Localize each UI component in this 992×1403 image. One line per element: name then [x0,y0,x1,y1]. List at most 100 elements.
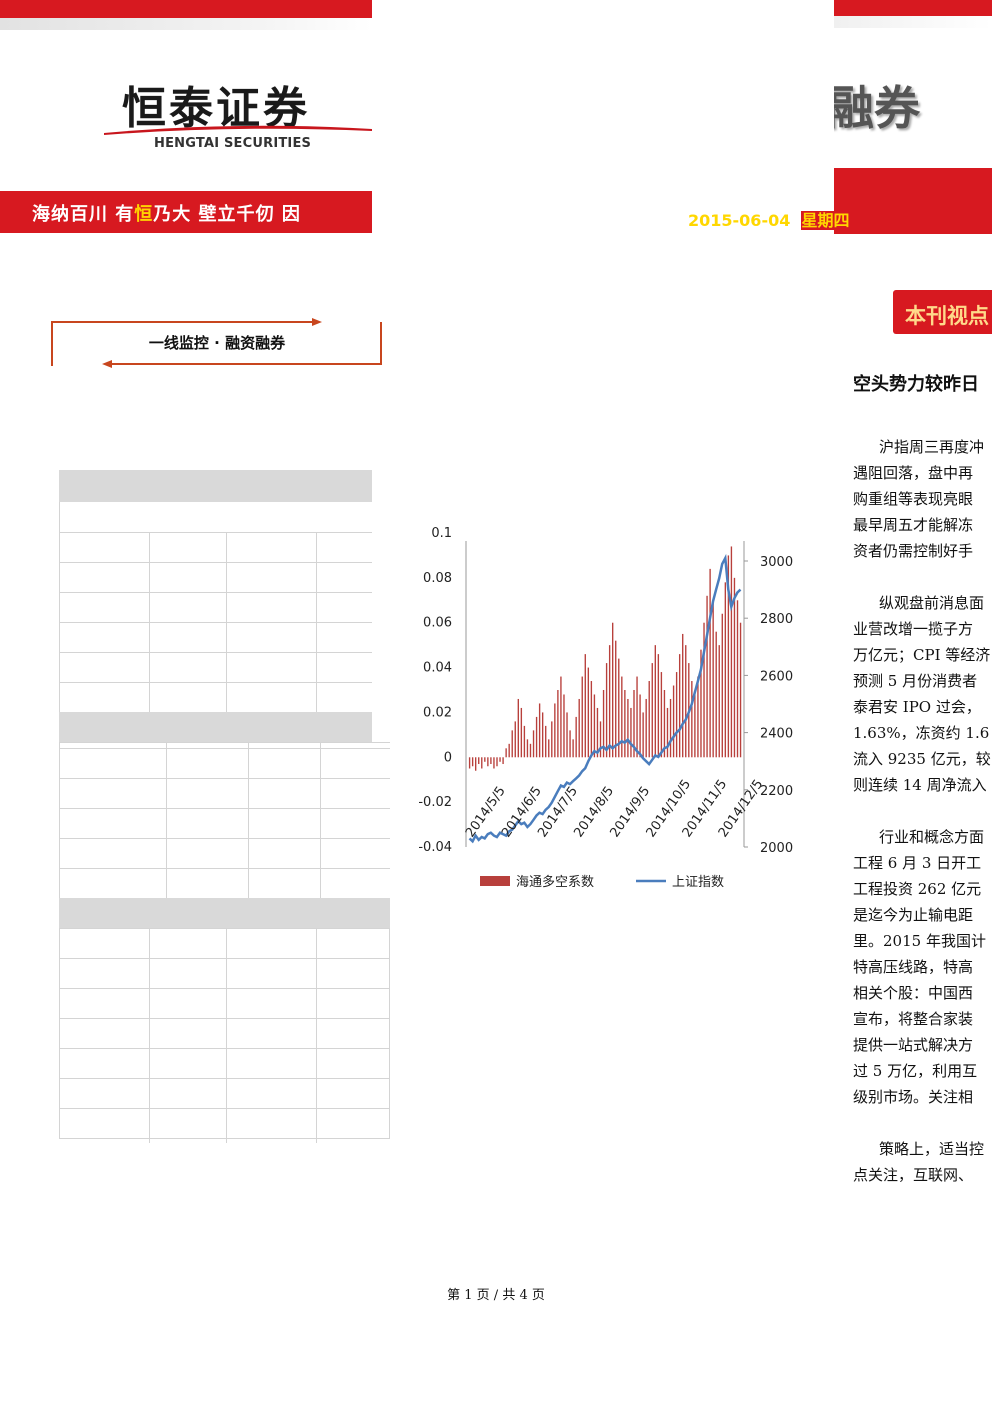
header-right-top-stripe [834,0,992,16]
bar-mark [657,654,660,758]
bar-mark [624,690,626,758]
paragraph-line: 策略上，适当控 [879,1140,985,1158]
slogan-text: 海纳百川 有恒乃大 壁立千仞 因 [32,200,301,226]
issue-date: 2015-06-04 星期四 [688,207,850,231]
bar-mark [602,690,605,758]
bar-mark [557,690,559,758]
view-headline: 空头势力较昨日 [853,374,979,395]
bar-mark [560,676,562,758]
bar-mark [502,757,504,765]
bar-mark [578,698,580,758]
view-badge: 本刊视点 [893,290,992,334]
company-logo-text: 恒泰证券 [122,83,310,134]
margin-table-2 [59,742,390,928]
bar-mark [608,645,611,758]
paragraph-line: 则连续 14 周净流入 [853,776,987,794]
view-paragraph-1: 沪指周三再度冲 遇阻回落，盘中再 购重组等表现亮眼 最早周五才能解冻 资者仍需控… [853,434,992,564]
header-banner-right: 融券 [834,0,992,236]
bar-mark [563,694,565,758]
paragraph-line: 流入 9235 亿元，较 [853,750,991,768]
bar-mark [672,685,675,758]
bar-mark [639,694,641,758]
paragraph-line: 遇阻回落，盘中再 [853,464,974,482]
bar-mark [621,676,623,758]
bar-mark [682,633,684,758]
bar-mark [572,739,574,758]
view-paragraph-2: 纵观盘前消息面 业营改增一揽子方 万亿元；CPI 等经济 预测 5 月份消费者 … [853,590,992,798]
bar-mark [730,546,733,758]
bar-mark [554,703,556,758]
bar-mark [496,757,498,767]
bar-mark [569,730,571,758]
paragraph-line: 行业和概念方面 [879,828,985,846]
bar-mark [666,707,669,758]
legend-bar-swatch [480,876,510,886]
y-left-tick-label: 0.02 [423,705,452,720]
y-left-tick-label: 0.1 [431,526,452,541]
paragraph-line: 泰君安 IPO 过会， [853,698,981,716]
bar-mark [468,757,471,769]
y-right-tick-label: 2600 [760,669,793,684]
paragraph-line: 最早周五才能解冻 [853,516,974,534]
y-right-tick-label: 2000 [760,841,793,856]
bar-mark [615,640,617,758]
bar-mark [654,645,656,758]
section-title-frame: 一线监控 · 融资融券 [50,318,384,370]
header-top-stripe [0,0,372,18]
bar-mark [599,721,602,758]
slogan-highlight: 恒 [134,204,154,225]
bar-mark [548,739,550,758]
bar-mark [630,707,632,758]
y-left-tick-label: 0.04 [423,661,452,676]
slogan-part-2: 乃大 壁立千仞 因 [153,204,301,225]
y-right-tick-label: 2800 [760,612,793,627]
bar-mark [724,582,727,758]
bar-mark [739,622,742,758]
bar-mark [733,577,736,758]
table-1-header-band [59,470,372,502]
bar-mark [618,658,620,758]
bar-mark [685,645,687,758]
bar-mark [642,712,644,758]
index-line [468,553,742,844]
bar-mark [645,698,647,758]
bar-mark [636,676,638,758]
bar-mark [526,739,529,758]
y-left-tick-label: 0.08 [423,571,452,586]
bar-mark [675,672,678,758]
bar-mark [587,667,590,758]
margin-table-3 [59,928,390,1143]
page-footer: 第 1 页 / 共 4 页 [447,1288,545,1303]
bar-mark [481,757,483,769]
paragraph-line: 过 5 万亿，利用互 [853,1062,978,1080]
bar-mark [566,712,568,758]
bar-mark [529,743,532,758]
header-right-red-bar [834,168,992,234]
paragraph-line: 宣布，将整合家装 [853,1010,974,1028]
bar-mark [517,698,519,758]
bar-mark [721,613,723,758]
bar-mark [663,690,666,758]
paragraph-line: 工程投资 262 亿元 [853,880,982,898]
weekday-value: 星期四 [801,211,850,230]
header-right-grey-stripe [834,16,992,28]
bar-mark [697,676,699,758]
bar-mark [691,681,693,758]
bar-mark [484,757,486,762]
bar-mark [633,690,635,758]
bar-mark [651,663,653,758]
bar-mark [584,654,586,758]
table-2-header-band [59,712,372,742]
bar-mark [718,645,720,758]
logo-swoosh-icon [104,125,372,135]
bar-mark [508,743,510,758]
bar-mark [511,730,513,758]
bar-mark [535,716,538,758]
bar-mark [538,703,541,758]
bar-mark [581,676,583,758]
paragraph-line: 相关个股：中国西 [853,984,974,1002]
bar-mark [471,757,474,767]
paragraph-line: 购重组等表现亮眼 [853,490,974,508]
bar-mark [596,707,599,758]
bar-mark [627,698,629,758]
